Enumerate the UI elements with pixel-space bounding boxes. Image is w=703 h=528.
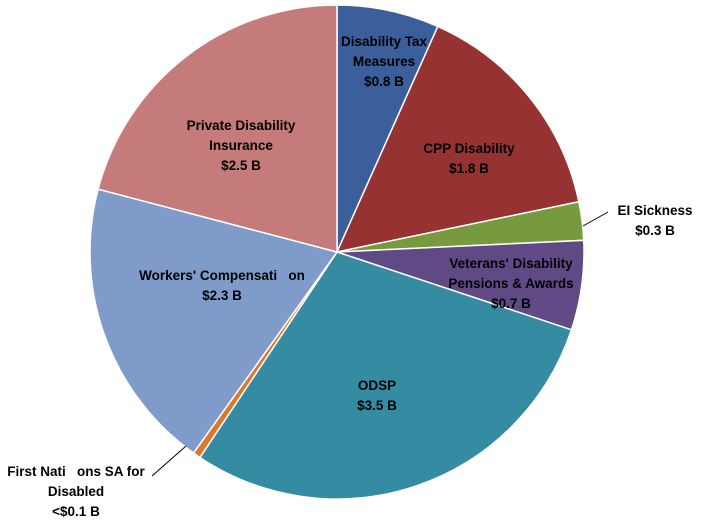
pie-slice-workers-compensation [89, 188, 339, 455]
slice-label-cpp-disability: CPP Disability $1.8 B [423, 141, 515, 176]
slice-label-odsp: ODSP $3.5 B [357, 378, 397, 413]
slice-label-veterans-disability-pensions-awards: Veterans' Disability Pensions & Awards $0.… [448, 256, 573, 311]
pie-slice-cpp-disability [335, 25, 580, 254]
pie-slice-private-disability-insurance [97, 4, 338, 253]
slice-label-workers-compensation: Workers' Compensati on $2.3 B [139, 268, 305, 303]
slice-labels: Disability Tax Measures $0.8 B CPP Disabili… [7, 34, 692, 519]
slice-label-ei-sickness: EI Sickness $0.3 B [617, 203, 692, 238]
pie-slices [89, 4, 585, 500]
leader-line-first-nations-sa-for-disabled [151, 445, 187, 477]
slice-label-disability-tax-measures: Disability Tax Measures $0.8 B [341, 34, 428, 89]
slice-label-first-nations-sa-for-disabled: First Nati ons SA for Disabled <$0.1 B [7, 464, 145, 519]
slice-label-private-disability-insurance: Private Disability Insurance $2.5 B [187, 118, 296, 173]
leader-line-ei-sickness [582, 211, 609, 227]
leader-lines [151, 211, 609, 477]
pie-slice-odsp [198, 251, 573, 500]
